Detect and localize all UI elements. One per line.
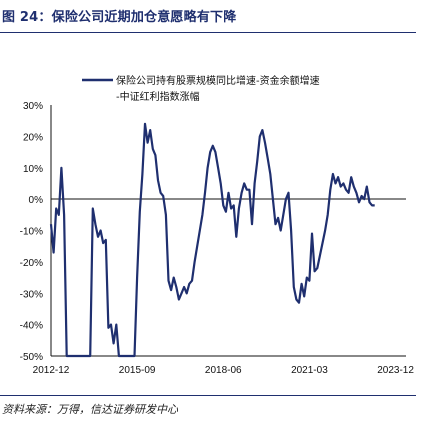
y-tick-label: 20% [23, 132, 43, 143]
y-tick-label: -20% [20, 258, 43, 269]
y-tick-label: -40% [20, 321, 43, 332]
figure-title: 图 24：保险公司近期加仓意愿略有下降 [2, 10, 237, 25]
x-tick-label: 2023-12 [377, 365, 414, 376]
y-tick-label: -30% [20, 289, 43, 300]
y-tick-label: -50% [20, 352, 43, 363]
y-tick-label: 10% [23, 164, 43, 175]
top-divider [0, 32, 416, 33]
chart-axes [50, 105, 406, 357]
x-tick-label: 2018-06 [205, 365, 242, 376]
legend: 保险公司持有股票规模同比增速-资金余额增速 -中证红利指数涨幅 [82, 74, 320, 103]
x-tick-labels: 2012-12 2015-09 2018-06 2021-03 2023-12 [33, 365, 415, 376]
legend-label-line-2: -中证红利指数涨幅 [116, 90, 200, 103]
x-tick-label: 2015-09 [119, 365, 156, 376]
legend-label-line-1: 保险公司持有股票规模同比增速-资金余额增速 [116, 74, 320, 87]
y-tick-label: 30% [23, 101, 43, 112]
x-tick-label: 2021-03 [291, 365, 328, 376]
y-tick-label: -10% [20, 227, 43, 238]
line-chart: 30%20%10%0%-10%-20%-30%-40%-50% 2012-12 2… [20, 74, 415, 376]
source-note: 资料来源：万得，信达证券研发中心 [2, 403, 178, 416]
x-tick-label: 2012-12 [33, 365, 70, 376]
series-line [49, 122, 375, 358]
y-tick-labels: 30% 20% 10% 0% -10% -20% -30% -40% -50% [20, 101, 43, 363]
series-lines [49, 122, 375, 358]
bottom-divider [0, 395, 416, 396]
y-tick-label: 0% [29, 195, 44, 206]
